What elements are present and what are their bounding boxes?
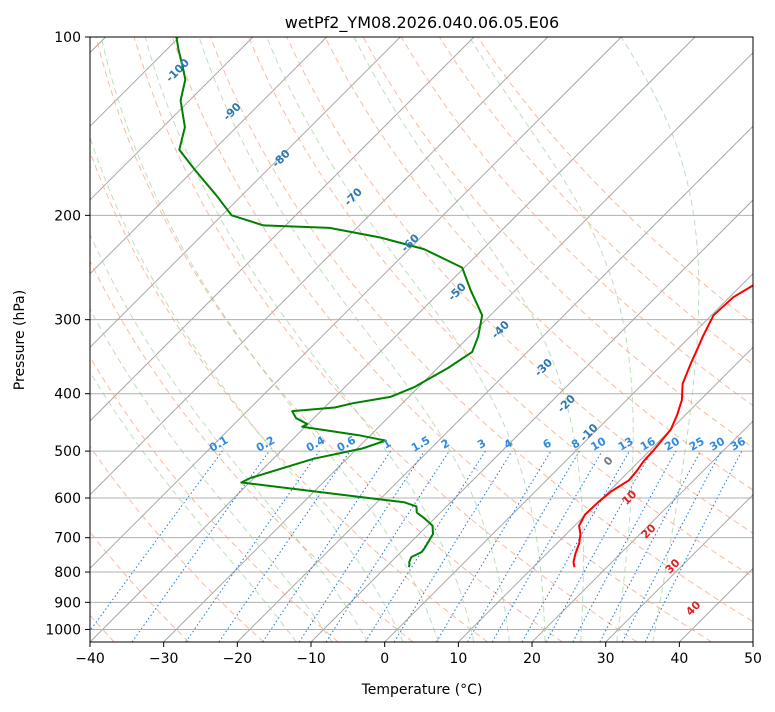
x-axis-label: Temperature (°C) [361, 682, 483, 698]
y-tick-label: 600 [54, 491, 81, 507]
y-tick-label: 900 [54, 595, 81, 611]
isotherm-line [458, 37, 775, 642]
isotherm-label: -30 [532, 356, 555, 379]
y-tick-label: 100 [54, 30, 81, 46]
x-tick-label: −20 [223, 651, 253, 667]
dry-adiabat [0, 37, 338, 642]
x-tick-label: −30 [149, 651, 179, 667]
y-tick-label: 700 [54, 531, 81, 547]
isotherm-label: -40 [489, 318, 512, 341]
mixing-ratio-line [326, 451, 449, 642]
mixing-ratio-line [299, 451, 424, 642]
mixing-ratio-line [436, 451, 551, 642]
x-tick-label: 0 [380, 651, 389, 667]
isotherm-line [0, 37, 327, 642]
isotherm-line [90, 37, 695, 642]
isotherm-label: 40 [683, 598, 703, 618]
x-tick-label: 40 [670, 651, 688, 667]
mixing-ratio-label: 1 [380, 437, 393, 452]
mixing-ratio-label: 3 [475, 437, 488, 452]
dry-adiabat [134, 37, 637, 642]
isotherm-line [0, 37, 474, 642]
isotherm-line [237, 37, 775, 642]
y-tick-label: 300 [54, 313, 81, 329]
dry-adiabat [0, 37, 264, 642]
isotherm-line [385, 37, 775, 642]
isotherm-label: -20 [555, 392, 578, 415]
x-tick-label: 20 [523, 651, 541, 667]
isotherm-label: 10 [619, 487, 639, 507]
mixing-ratio-label: 6 [541, 436, 554, 451]
isotherm-line [532, 37, 775, 642]
isotherm-label: -80 [269, 147, 292, 170]
isotherm-line [164, 37, 769, 642]
dry-adiabat [20, 37, 413, 642]
y-tick-label: 400 [54, 387, 81, 403]
x-tick-label: −40 [75, 651, 105, 667]
moist-adiabat [33, 37, 368, 642]
y-tick-label: 500 [54, 444, 81, 460]
mixing-ratio-line [546, 451, 651, 642]
mixing-ratio-line [600, 451, 701, 642]
isotherm-label: -70 [342, 185, 365, 208]
x-tick-label: 50 [744, 651, 762, 667]
y-tick-label: 800 [54, 565, 81, 581]
mixing-ratio-label: 2 [439, 437, 452, 452]
y-axis-label: Pressure (hPa) [12, 290, 28, 390]
chart-title: wetPf2_YM08.2026.040.06.05.E06 [285, 13, 559, 33]
isotherm-line [311, 37, 775, 642]
isotherm-line [0, 37, 253, 642]
isotherm-line [753, 37, 775, 642]
isotherm-line [679, 37, 775, 642]
isotherm-label: 20 [639, 521, 659, 541]
x-tick-label: −10 [296, 651, 326, 667]
moist-adiabat [469, 37, 633, 642]
isotherm-line [0, 37, 400, 642]
mixing-ratio-line [82, 451, 223, 642]
moist-adiabat [101, 37, 438, 642]
isotherm-label: -60 [399, 231, 422, 254]
isotherm-line [16, 37, 621, 642]
mixing-ratio-line [263, 451, 391, 642]
y-tick-label: 200 [54, 208, 81, 224]
moist-adiabat [64, 37, 403, 642]
dry-adiabat [0, 37, 189, 642]
mixing-ratio-line [573, 451, 676, 642]
moist-adiabat [5, 37, 332, 642]
y-tick-label: 1000 [45, 622, 81, 638]
x-tick-label: 10 [449, 651, 467, 667]
isotherm-label: -90 [221, 100, 244, 123]
isotherm-label: 30 [663, 556, 683, 576]
dry-adiabat [172, 37, 711, 642]
mixing-ratio-line [219, 451, 350, 642]
isotherm-label: 0 [601, 454, 616, 469]
temperature-profile-line [574, 37, 775, 567]
x-tick-label: 30 [597, 651, 615, 667]
